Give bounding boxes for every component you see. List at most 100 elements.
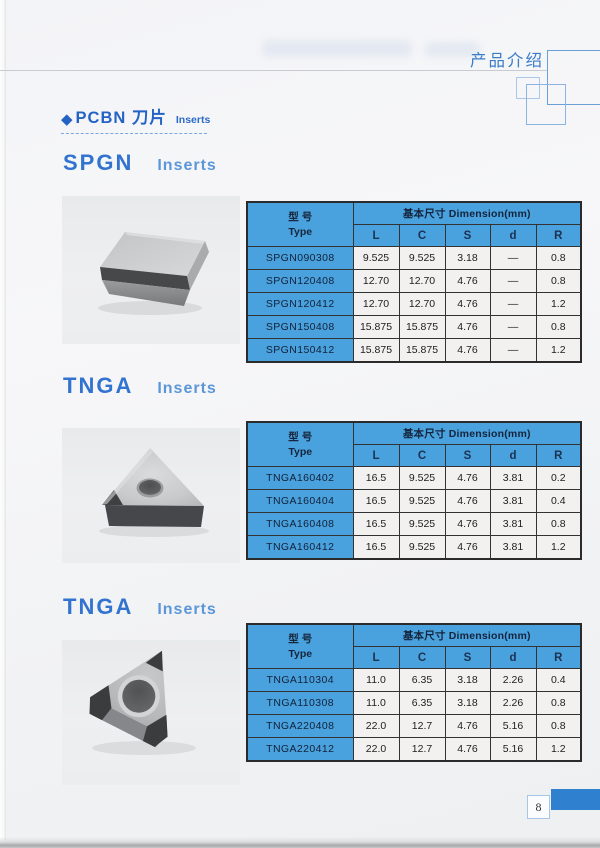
type-column-header: 型 号 Type <box>246 421 354 467</box>
type-cell: TNGA160404 <box>246 489 354 513</box>
type-cell: TNGA160412 <box>246 535 354 560</box>
scan-bottom-edge <box>0 837 600 848</box>
value-cell: 9.525 <box>352 246 400 270</box>
type-cell: TNGA160402 <box>246 466 354 490</box>
type-cell: TNGA110304 <box>246 668 354 692</box>
section-heading-tnga-2: TNGA Inserts <box>63 594 217 620</box>
table-row: SPGN150412 15.875 15.875 4.76—1.2 <box>246 338 582 363</box>
type-column-header: 型 号 Type <box>246 623 354 669</box>
value-cell: 15.875 <box>352 338 400 363</box>
type-cell: SPGN120408 <box>246 269 354 293</box>
section-title: SPGN <box>63 150 134 175</box>
value-cell: 1.2 <box>535 292 582 316</box>
col-header-C: C <box>398 646 446 669</box>
value-cell: 12.70 <box>352 269 400 293</box>
value-cell: 16.5 <box>352 535 400 560</box>
dimension-header: 基本尺寸 Dimension(mm) <box>352 623 582 647</box>
table-row: TNGA160408 16.5 9.525 4.76 3.81 0.8 <box>246 512 582 536</box>
col-header-S: S <box>444 224 491 247</box>
col-header-L: L <box>352 646 400 669</box>
category-header: ◆ PCBN 刀片 Inserts <box>61 104 211 134</box>
value-cell: 3.81 <box>489 512 537 536</box>
value-cell: 3.81 <box>489 489 537 513</box>
type-cell: SPGN150412 <box>246 338 354 363</box>
table-row: TNGA110304 11.0 6.35 3.18 2.26 0.4 <box>246 668 582 692</box>
value-cell: 5.16 <box>489 714 537 738</box>
value-cell: 4.76 <box>444 535 491 560</box>
tnga-tipped-insert-photo <box>62 640 240 785</box>
diamond-bullet-icon: ◆ <box>61 111 73 128</box>
col-header-d: d <box>489 646 537 669</box>
section-title-sub: Inserts <box>157 380 217 397</box>
value-cell: 15.875 <box>398 315 446 339</box>
value-cell: 12.7 <box>398 714 446 738</box>
dimension-header: 基本尺寸 Dimension(mm) <box>352 201 582 225</box>
value-cell: 9.525 <box>398 535 446 560</box>
page-number: 8 <box>527 795 550 819</box>
value-cell: 16.5 <box>352 466 400 490</box>
table-row: SPGN150408 15.875 15.875 4.76—0.8 <box>246 315 582 339</box>
table-row: SPGN090308 9.525 9.525 3.18—0.8 <box>246 246 582 270</box>
col-header-C: C <box>398 444 446 467</box>
value-cell: 3.81 <box>489 466 537 490</box>
category-subtitle: Inserts <box>175 114 211 126</box>
page-bleed-through <box>262 40 412 57</box>
section-heading-tnga-1: TNGA Inserts <box>63 373 217 399</box>
col-header-d: d <box>489 224 537 247</box>
col-header-R: R <box>535 646 582 669</box>
value-cell: 0.4 <box>535 489 582 513</box>
value-cell: 4.76 <box>444 512 491 536</box>
value-cell: 6.35 <box>398 668 446 692</box>
decor-square-small <box>516 77 540 99</box>
table-row: TNGA160402 16.5 9.525 4.76 3.81 0.2 <box>246 466 582 490</box>
value-cell: 3.81 <box>489 535 537 560</box>
section-heading-spgn: SPGN Inserts <box>63 150 217 176</box>
table-row: TNGA110308 11.0 6.35 3.18 2.26 0.8 <box>246 691 582 715</box>
type-cell: TNGA160408 <box>246 512 354 536</box>
dimension-header: 基本尺寸 Dimension(mm) <box>352 421 582 445</box>
type-cell: SPGN150408 <box>246 315 354 339</box>
value-cell: 4.76 <box>444 338 491 363</box>
page-banner-title: 产品介绍 <box>470 52 544 70</box>
value-cell: 3.18 <box>444 246 491 270</box>
value-cell: 12.70 <box>352 292 400 316</box>
value-cell: 22.0 <box>352 714 400 738</box>
value-cell: 9.525 <box>398 512 446 536</box>
value-cell: — <box>489 292 537 316</box>
value-cell: 4.76 <box>444 489 491 513</box>
value-cell: 16.5 <box>352 512 400 536</box>
value-cell: 22.0 <box>352 737 400 762</box>
col-header-R: R <box>535 444 582 467</box>
tnga-insert-photo <box>62 428 240 563</box>
type-cell: TNGA220408 <box>246 714 354 738</box>
col-header-d: d <box>489 444 537 467</box>
value-cell: 0.4 <box>535 668 582 692</box>
header-rule <box>0 70 547 71</box>
category-title: PCBN 刀片 <box>75 109 167 127</box>
type-cell: SPGN120412 <box>246 292 354 316</box>
table-row: TNGA220408 22.0 12.7 4.76 5.16 0.8 <box>246 714 582 738</box>
value-cell: 2.26 <box>489 691 537 715</box>
value-cell: 3.18 <box>444 691 491 715</box>
value-cell: 12.7 <box>398 737 446 762</box>
value-cell: 3.18 <box>444 668 491 692</box>
section-title: TNGA <box>63 594 134 619</box>
value-cell: 12.70 <box>398 292 446 316</box>
page-bleed-through <box>425 42 480 57</box>
value-cell: 0.8 <box>535 691 582 715</box>
triangle-insert-illustration <box>99 448 209 537</box>
square-insert-illustration <box>98 232 209 315</box>
value-cell: 15.875 <box>352 315 400 339</box>
decor-square-medium <box>526 84 566 125</box>
col-header-S: S <box>444 444 491 467</box>
section-title-sub: Inserts <box>157 157 217 174</box>
value-cell: 12.70 <box>398 269 446 293</box>
value-cell: 1.2 <box>535 338 582 363</box>
value-cell: 0.8 <box>535 512 582 536</box>
value-cell: — <box>489 338 537 363</box>
value-cell: 0.2 <box>535 466 582 490</box>
